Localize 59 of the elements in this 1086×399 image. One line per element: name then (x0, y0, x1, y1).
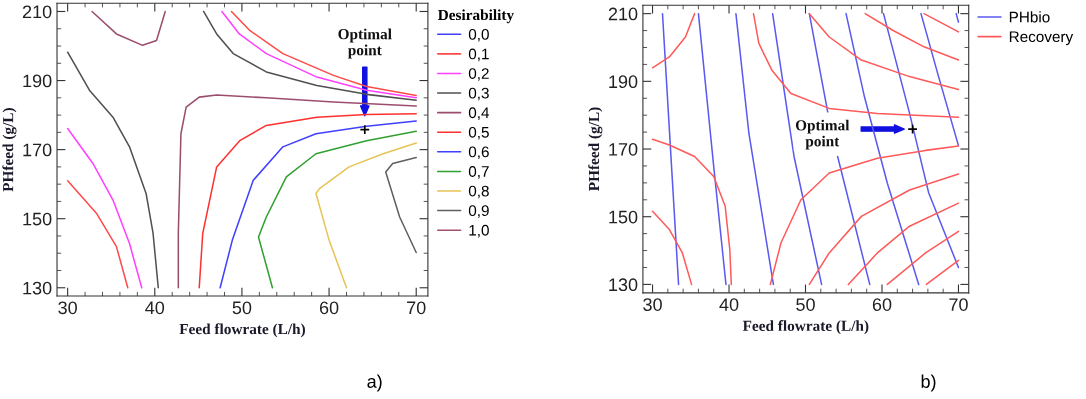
x-tick-label: 60 (872, 298, 892, 311)
line-series (651, 210, 693, 286)
x-tick-label: 50 (796, 298, 815, 311)
y-tick-label: 190 (609, 75, 638, 89)
legend-label: 0,4 (468, 107, 490, 120)
line-series (66, 127, 143, 289)
y-axis-title: PHfeed (g/L) (588, 107, 603, 191)
y-tick-label: 210 (608, 7, 638, 21)
x-tick-label: 60 (319, 301, 339, 315)
line-series (808, 173, 960, 286)
legend-label: 0,8 (468, 185, 489, 199)
y-tick-label: 130 (23, 281, 52, 295)
legend-label: 0,6 (468, 146, 489, 160)
x-tick-label: 70 (407, 301, 426, 315)
x-tick-label: 40 (719, 298, 739, 311)
line-series (847, 202, 960, 286)
legend-title: Desirability (437, 9, 514, 24)
x-tick-label: 50 (232, 301, 252, 315)
x-tick-label: 30 (58, 301, 77, 315)
text: a) (367, 374, 382, 392)
y-tick-label: 150 (23, 212, 52, 226)
legend-label: 0,5 (468, 126, 489, 140)
legend-label: 0,2 (468, 68, 489, 81)
line-series (315, 142, 417, 289)
line-series (66, 51, 160, 289)
annotation: Optimal point (338, 28, 392, 59)
line-series (91, 10, 167, 47)
legend-label: 0,1 (468, 48, 489, 62)
line-series (882, 12, 960, 269)
line-series (177, 94, 417, 289)
legend-label: PHbio (1009, 11, 1050, 23)
line-series (651, 12, 696, 69)
line-series (66, 179, 129, 289)
line-series (752, 12, 960, 118)
y-tick-label: 190 (23, 74, 52, 88)
x-axis-title: Feed flowrate (L/h) (179, 323, 305, 338)
legend-label: 0,0 (468, 28, 489, 42)
y-tick-label: 150 (609, 210, 638, 224)
line-series (651, 138, 733, 286)
annotation: Optimal point (795, 119, 850, 150)
legend-label: 1,0 (469, 224, 489, 238)
y-tick-label: 130 (609, 278, 638, 292)
line-series (257, 130, 417, 289)
x-tick-label: 40 (145, 301, 165, 315)
line-series (808, 12, 960, 91)
y-axis-title: PHfeed (g/L) (2, 108, 17, 192)
legend-label: 0,3 (468, 87, 489, 101)
x-axis-title: Feed flowrate (L/h) (742, 320, 869, 335)
y-tick-label: 210 (22, 5, 52, 19)
legend-label: Recovery (1009, 31, 1074, 46)
x-tick-label: 70 (949, 298, 968, 311)
x-tick-label: 30 (643, 298, 662, 311)
legend-label: 0,7 (468, 166, 489, 179)
line-series (384, 156, 417, 254)
y-tick-label: 170 (609, 142, 638, 156)
text: b) (921, 374, 936, 392)
y-tick-label: 170 (23, 143, 52, 157)
legend-label: 0,9 (468, 205, 489, 218)
line-series (864, 12, 960, 61)
